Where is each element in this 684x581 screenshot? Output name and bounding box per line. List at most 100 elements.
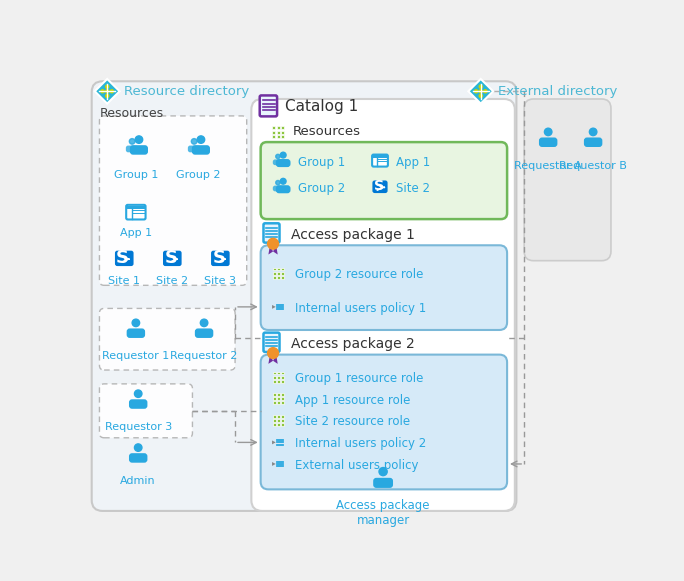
FancyBboxPatch shape xyxy=(129,399,148,409)
Bar xyxy=(277,393,280,396)
Text: External users policy: External users policy xyxy=(295,458,418,472)
Text: Group 2: Group 2 xyxy=(176,170,220,180)
Polygon shape xyxy=(272,440,276,444)
Text: Site 2 resource role: Site 2 resource role xyxy=(295,415,410,428)
Bar xyxy=(273,272,276,275)
Bar xyxy=(373,155,387,158)
Circle shape xyxy=(484,89,487,93)
Text: Requestor 3: Requestor 3 xyxy=(105,422,172,432)
Text: Internal users policy 2: Internal users policy 2 xyxy=(295,437,426,450)
FancyBboxPatch shape xyxy=(99,309,235,370)
Polygon shape xyxy=(268,245,273,254)
Polygon shape xyxy=(95,79,120,103)
Bar xyxy=(281,379,284,382)
Text: Resources: Resources xyxy=(99,107,163,120)
Text: App 1: App 1 xyxy=(120,228,152,238)
FancyBboxPatch shape xyxy=(261,142,507,219)
Bar xyxy=(281,375,284,378)
Bar xyxy=(273,268,276,271)
Circle shape xyxy=(110,89,114,93)
Bar xyxy=(276,135,280,138)
Text: S: S xyxy=(116,249,129,267)
Text: Group 1: Group 1 xyxy=(114,170,158,180)
Bar xyxy=(273,415,276,418)
FancyBboxPatch shape xyxy=(192,145,210,155)
FancyBboxPatch shape xyxy=(263,223,280,243)
Bar xyxy=(272,131,276,134)
Circle shape xyxy=(479,94,482,98)
Bar xyxy=(277,272,280,275)
Text: Group 2 resource role: Group 2 resource role xyxy=(295,268,423,281)
Circle shape xyxy=(544,128,552,135)
Text: Group 1 resource role: Group 1 resource role xyxy=(295,372,423,385)
Circle shape xyxy=(135,136,143,144)
Text: S: S xyxy=(212,249,225,267)
Circle shape xyxy=(479,89,482,93)
FancyBboxPatch shape xyxy=(126,146,138,152)
Bar xyxy=(276,126,280,130)
Circle shape xyxy=(276,155,280,159)
Circle shape xyxy=(276,181,280,185)
Circle shape xyxy=(129,139,135,144)
Bar xyxy=(281,415,284,418)
Text: Requestor 1: Requestor 1 xyxy=(102,351,170,361)
Circle shape xyxy=(267,347,278,358)
Circle shape xyxy=(200,319,208,327)
Bar xyxy=(277,401,280,404)
FancyBboxPatch shape xyxy=(276,159,291,167)
FancyBboxPatch shape xyxy=(539,138,557,147)
Bar xyxy=(277,397,280,400)
FancyBboxPatch shape xyxy=(261,354,507,489)
Circle shape xyxy=(280,152,286,158)
Text: Requestor B: Requestor B xyxy=(560,160,627,171)
Circle shape xyxy=(135,444,142,451)
FancyBboxPatch shape xyxy=(115,250,133,266)
FancyBboxPatch shape xyxy=(261,245,507,330)
Polygon shape xyxy=(272,462,276,466)
Polygon shape xyxy=(268,354,273,364)
Circle shape xyxy=(192,139,197,144)
Circle shape xyxy=(105,89,109,93)
Text: Group 2: Group 2 xyxy=(298,182,345,195)
Circle shape xyxy=(379,468,387,476)
FancyBboxPatch shape xyxy=(372,181,388,193)
Circle shape xyxy=(590,128,597,135)
Circle shape xyxy=(280,178,286,184)
Text: Resource directory: Resource directory xyxy=(124,85,250,98)
Bar xyxy=(281,397,284,400)
FancyBboxPatch shape xyxy=(163,250,181,266)
Bar xyxy=(281,393,284,396)
Text: Requestor A: Requestor A xyxy=(514,160,582,171)
Polygon shape xyxy=(273,245,278,254)
Bar xyxy=(277,371,280,374)
Bar xyxy=(281,423,284,426)
Bar xyxy=(277,375,280,378)
FancyBboxPatch shape xyxy=(273,159,283,165)
FancyBboxPatch shape xyxy=(260,95,277,116)
Circle shape xyxy=(132,319,140,327)
Bar xyxy=(277,268,280,271)
FancyBboxPatch shape xyxy=(99,116,247,285)
FancyBboxPatch shape xyxy=(92,81,516,511)
Text: Access package 2: Access package 2 xyxy=(291,337,415,351)
Text: Site 1: Site 1 xyxy=(108,276,140,286)
Bar xyxy=(273,375,276,378)
FancyBboxPatch shape xyxy=(263,333,280,352)
Bar xyxy=(277,423,280,426)
Bar xyxy=(281,126,285,130)
Bar xyxy=(277,276,280,279)
FancyBboxPatch shape xyxy=(130,145,148,155)
Bar xyxy=(277,379,280,382)
Circle shape xyxy=(135,390,142,397)
Bar xyxy=(281,419,284,422)
Circle shape xyxy=(105,85,109,88)
Circle shape xyxy=(197,136,205,144)
Text: Internal users policy 1: Internal users policy 1 xyxy=(295,302,426,315)
FancyBboxPatch shape xyxy=(195,328,213,338)
Polygon shape xyxy=(272,305,276,309)
Circle shape xyxy=(101,89,104,93)
Circle shape xyxy=(479,85,482,88)
Text: Requestor 2: Requestor 2 xyxy=(170,351,238,361)
Bar xyxy=(281,268,284,271)
Text: Group 1: Group 1 xyxy=(298,156,345,169)
